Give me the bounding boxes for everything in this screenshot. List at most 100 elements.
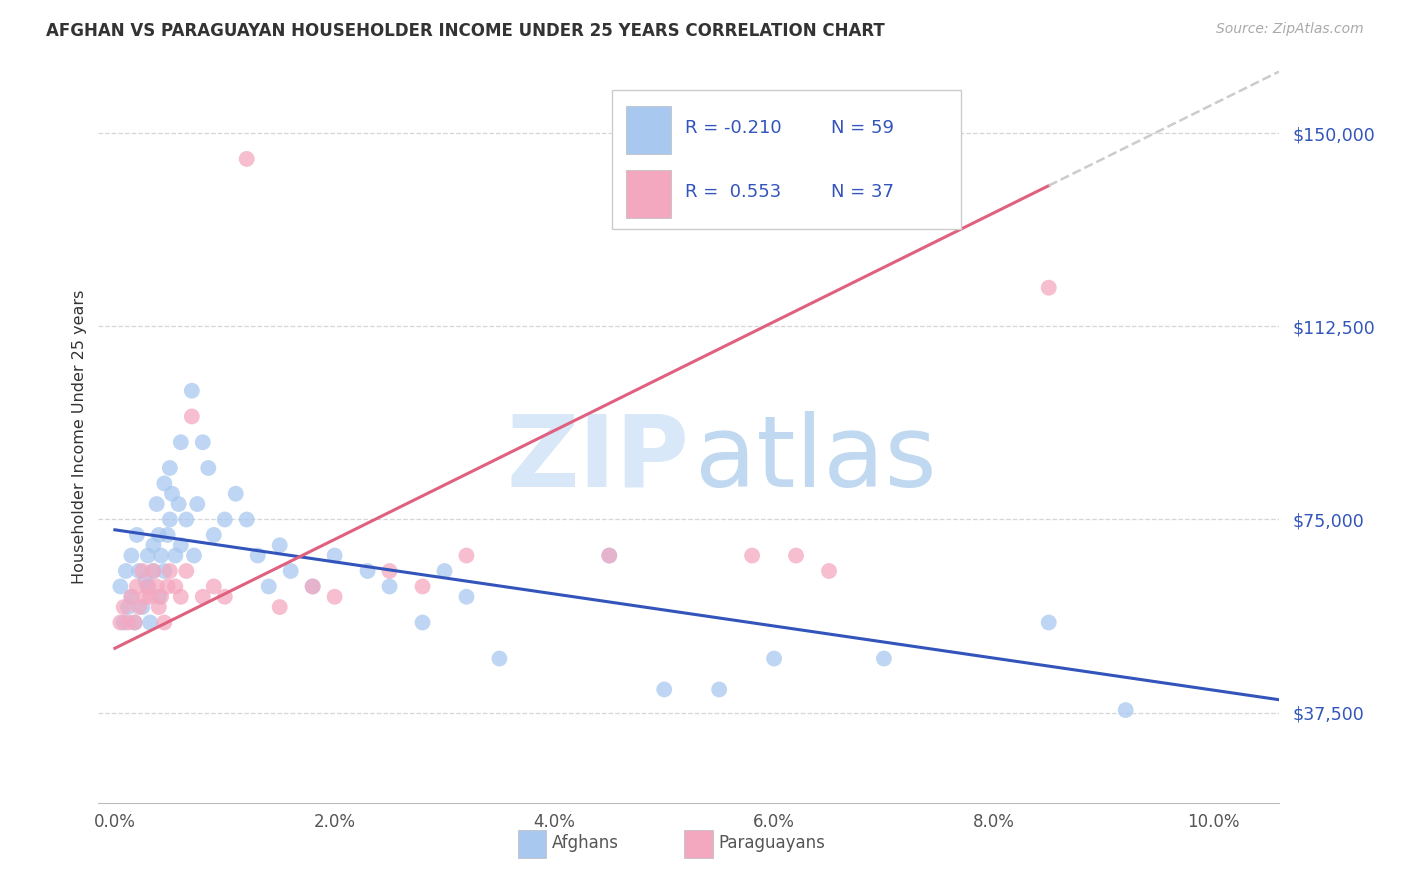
Point: [170, 538, 193, 552]
Point: [145, 497, 167, 511]
Point: [412, 579, 434, 593]
Point: [763, 651, 786, 665]
Point: [115, 564, 138, 578]
Point: [117, 615, 139, 630]
Point: [225, 487, 247, 501]
Point: [124, 615, 146, 630]
Text: AFGHAN VS PARAGUAYAN HOUSEHOLDER INCOME UNDER 25 YEARS CORRELATION CHART: AFGHAN VS PARAGUAYAN HOUSEHOLDER INCOME …: [46, 22, 886, 40]
Point: [170, 590, 193, 604]
Point: [139, 590, 162, 604]
Point: [167, 497, 190, 511]
Point: [456, 549, 478, 563]
Point: [183, 549, 205, 563]
Point: [136, 549, 159, 563]
Point: [456, 590, 478, 604]
Point: [148, 590, 170, 604]
Point: [117, 600, 139, 615]
Point: [707, 682, 730, 697]
Point: [598, 549, 620, 563]
Point: [153, 615, 176, 630]
FancyBboxPatch shape: [612, 90, 960, 228]
Point: [125, 528, 148, 542]
Point: [202, 528, 225, 542]
Point: [135, 590, 157, 604]
Point: [356, 564, 378, 578]
Point: [280, 564, 302, 578]
Point: [323, 549, 346, 563]
Point: [110, 579, 132, 593]
Point: [186, 497, 208, 511]
Point: [378, 579, 401, 593]
Point: [153, 564, 176, 578]
Point: [235, 152, 257, 166]
Point: [150, 590, 173, 604]
Y-axis label: Householder Income Under 25 years: Householder Income Under 25 years: [72, 290, 87, 584]
Point: [120, 590, 142, 604]
Point: [235, 512, 257, 526]
Point: [148, 528, 170, 542]
Point: [159, 512, 181, 526]
Point: [136, 579, 159, 593]
Point: [120, 549, 142, 563]
Point: [1038, 281, 1060, 295]
Point: [301, 579, 323, 593]
Point: [131, 564, 153, 578]
Point: [433, 564, 456, 578]
Point: [180, 409, 202, 424]
Point: [488, 651, 510, 665]
Point: [652, 682, 675, 697]
Point: [301, 579, 323, 593]
Point: [145, 579, 167, 593]
Text: atlas: atlas: [695, 410, 936, 508]
Point: [269, 600, 291, 615]
Point: [323, 590, 346, 604]
Point: [818, 564, 841, 578]
Point: [378, 564, 401, 578]
Point: [180, 384, 202, 398]
Text: Afghans: Afghans: [553, 834, 619, 852]
Point: [1115, 703, 1137, 717]
Point: [598, 549, 620, 563]
Point: [165, 549, 187, 563]
Point: [142, 538, 165, 552]
Point: [191, 590, 214, 604]
Point: [124, 615, 146, 630]
Text: R = -0.210: R = -0.210: [685, 119, 782, 136]
Point: [112, 615, 135, 630]
Point: [412, 615, 434, 630]
Point: [197, 461, 219, 475]
Point: [160, 487, 183, 501]
Text: Source: ZipAtlas.com: Source: ZipAtlas.com: [1216, 22, 1364, 37]
Point: [110, 615, 132, 630]
Point: [246, 549, 269, 563]
Point: [191, 435, 214, 450]
Point: [159, 461, 181, 475]
Point: [176, 564, 198, 578]
Point: [214, 512, 236, 526]
Point: [153, 476, 176, 491]
Point: [135, 574, 157, 589]
Point: [125, 579, 148, 593]
Point: [142, 564, 165, 578]
Point: [1038, 615, 1060, 630]
Point: [269, 538, 291, 552]
Bar: [517, 830, 546, 858]
Point: [785, 549, 807, 563]
Point: [156, 528, 179, 542]
Point: [142, 564, 165, 578]
Text: ZIP: ZIP: [506, 410, 689, 508]
Point: [139, 615, 162, 630]
Point: [148, 600, 170, 615]
Point: [150, 549, 173, 563]
Point: [741, 549, 763, 563]
Point: [120, 590, 142, 604]
Point: [165, 579, 187, 593]
Point: [136, 579, 159, 593]
Point: [202, 579, 225, 593]
Point: [159, 564, 181, 578]
Point: [112, 600, 135, 615]
Text: N = 37: N = 37: [831, 183, 894, 201]
Point: [170, 435, 193, 450]
Point: [257, 579, 280, 593]
Point: [873, 651, 896, 665]
